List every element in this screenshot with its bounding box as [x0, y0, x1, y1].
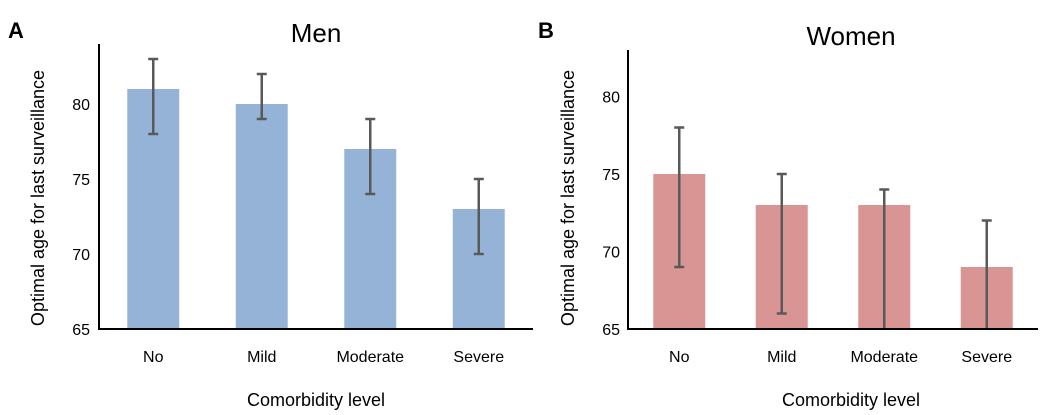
y-tick-b-75: 75 [602, 167, 620, 184]
error-bar-b-moderate [879, 188, 890, 329]
category-label-a-no: No [143, 349, 164, 366]
y-tick-b-65: 65 [602, 322, 620, 339]
x-axis-label-b: Comorbidity level [782, 390, 920, 410]
error-bar-b-no [674, 126, 685, 269]
y-axis-label-a: Optimal age for last surveillance [28, 70, 48, 326]
error-bar-b-severe [981, 219, 992, 329]
error-bar-a-mild [256, 72, 267, 121]
plot-area-b: No Mild Moderate Severe 65 70 75 80 [602, 50, 1038, 366]
error-bar-a-severe [473, 177, 484, 256]
bar-a-mild [235, 104, 288, 329]
x-axis-label-a: Comorbidity level [247, 390, 385, 410]
panel-a: A Men Optimal age for last surveillance … [8, 18, 533, 410]
y-tick-a-70: 70 [72, 247, 90, 264]
chart-title-men: Men [291, 18, 342, 48]
error-bar-a-moderate [365, 117, 376, 196]
y-tick-b-70: 70 [602, 245, 620, 262]
category-label-b-mild: Mild [767, 349, 796, 366]
plot-area-a: No Mild Moderate Severe 65 70 75 80 [72, 44, 533, 366]
error-bar-b-mild [776, 172, 787, 315]
y-tick-a-75: 75 [72, 172, 90, 189]
category-label-b-severe: Severe [961, 349, 1012, 366]
y-axis-label-b: Optimal age for last surveillance [558, 70, 578, 326]
category-label-b-moderate: Moderate [850, 349, 918, 366]
panel-b: B Women Optimal age for last surveillanc… [538, 18, 1038, 410]
y-tick-a-65: 65 [72, 322, 90, 339]
category-label-a-severe: Severe [453, 349, 504, 366]
panel-letter-a: A [8, 18, 24, 43]
y-tick-a-80: 80 [72, 97, 90, 114]
category-label-b-no: No [669, 349, 690, 366]
category-label-a-moderate: Moderate [336, 349, 404, 366]
category-label-a-mild: Mild [247, 349, 276, 366]
error-bar-a-no [148, 57, 159, 136]
chart-title-women: Women [806, 21, 895, 51]
y-tick-b-80: 80 [602, 90, 620, 107]
panel-letter-b: B [538, 18, 554, 43]
